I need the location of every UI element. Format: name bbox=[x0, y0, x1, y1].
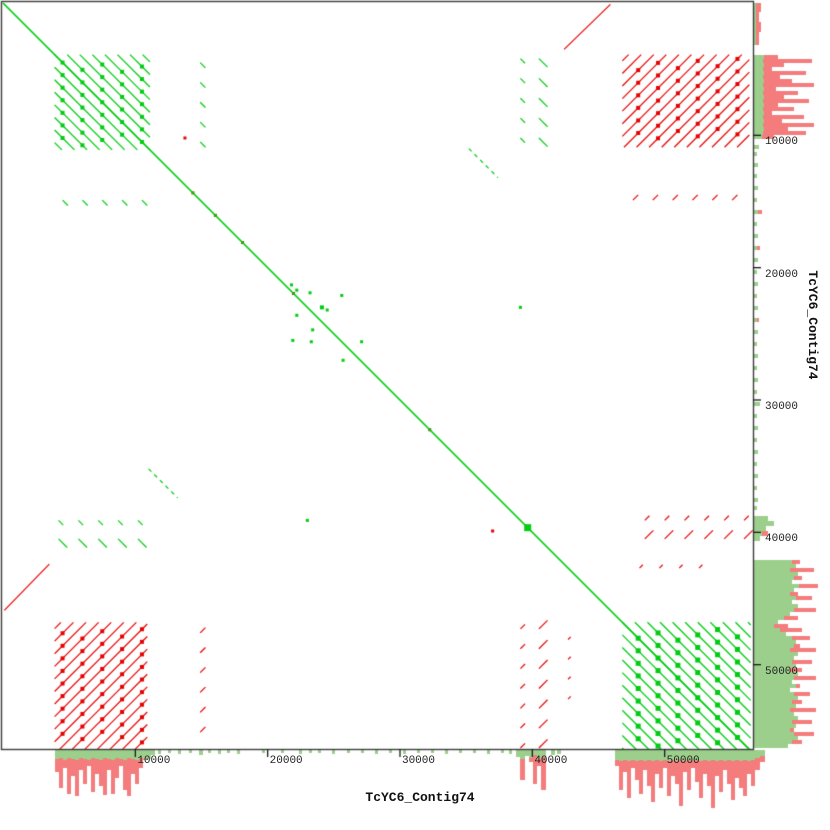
y-axis-title: TcYC6_Contig74 bbox=[805, 270, 820, 380]
y-axis-tick-label: 40000 bbox=[765, 533, 799, 546]
y-axis-tick-label: 50000 bbox=[765, 665, 799, 678]
x-axis-tick-label: 10000 bbox=[137, 755, 171, 767]
x-axis-title: TcYC6_Contig74 bbox=[365, 790, 475, 805]
x-axis-tick-label: 50000 bbox=[666, 755, 700, 767]
x-axis-tick-label: 40000 bbox=[534, 755, 568, 767]
y-axis-tick-label: 30000 bbox=[765, 400, 799, 413]
y-axis-tick-label: 10000 bbox=[765, 136, 799, 149]
y-axis-tick-label: 20000 bbox=[765, 268, 799, 281]
x-axis-tick-label: 30000 bbox=[401, 755, 435, 767]
x-axis-tick-label: 20000 bbox=[269, 755, 303, 767]
